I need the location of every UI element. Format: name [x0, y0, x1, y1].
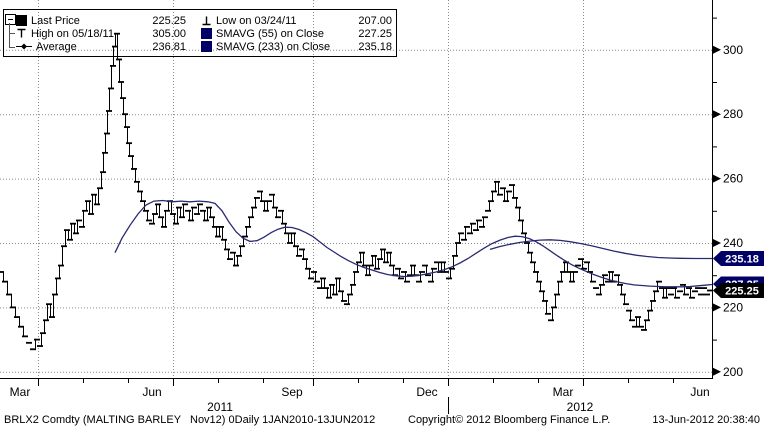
legend-value: 235.18 [358, 40, 392, 53]
smavg55-swatch-icon [201, 28, 212, 39]
y-tick-label: 240 [723, 236, 743, 250]
price-bars [0, 32, 713, 351]
legend-label: SMAVG (233) on Close [216, 40, 331, 53]
gridlines [0, 0, 712, 378]
legend-label: SMAVG (55) on Close [216, 27, 325, 40]
low-marker-icon [201, 15, 212, 26]
legend-row-average: Average 236.81 [16, 40, 186, 53]
y-major-tick-arrow [713, 367, 721, 376]
footer-copyright: Copyright© 2012 Bloomberg Finance L.P. [408, 414, 611, 426]
smavg233-line [489, 239, 712, 260]
axes [0, 0, 713, 379]
smavg233-swatch-icon [201, 41, 212, 52]
high-marker-icon [16, 28, 27, 39]
y-major-tick-arrow [713, 110, 721, 119]
price-tag-shape [713, 282, 764, 298]
y-tick-label: 200 [723, 365, 743, 379]
footer-timestamp: 13-Jun-2012 20:38:40 [652, 414, 760, 426]
last-price-swatch-icon [16, 15, 27, 26]
legend-label: Last Price [31, 14, 80, 27]
x-month-label: Dec [416, 385, 437, 399]
price-tag-235.18: 235.18 [713, 251, 764, 267]
legend-label: Average [36, 40, 77, 53]
x-axis-ticks: Mar Jun Sep Dec Mar Jun 2011 2012 [10, 379, 710, 414]
legend-tree-line [9, 23, 10, 48]
price-tags: 235.18227.25225.25 [713, 251, 764, 298]
price-tag-value: 225.25 [725, 285, 759, 297]
legend-row-smavg233: SMAVG (233) on Close 235.18 [201, 40, 392, 53]
legend-label: Low on 03/24/11 [216, 14, 297, 27]
price-tag-shape [713, 251, 764, 267]
legend-row-low: Low on 03/24/11 207.00 [201, 14, 392, 27]
x-month-label: Jun [142, 385, 161, 399]
y-tick-label: 300 [723, 43, 743, 57]
y-major-tick-arrow [713, 239, 721, 247]
footer-instrument: BRLX2 Comdty (MALTING BARLEY [4, 414, 182, 426]
price-tag-225.25: 225.25 [713, 282, 764, 298]
legend-value: 305.00 [152, 27, 186, 40]
x-year-label: 2011 [207, 400, 233, 414]
legend-row-smavg55: SMAVG (55) on Close 227.25 [201, 27, 392, 40]
legend-row-high: High on 05/18/11 305.00 [16, 27, 186, 40]
x-year-label: 2012 [567, 400, 594, 414]
footer-chart-details: Nov12) 0Daily 1JAN2010-13JUN2012 [190, 414, 376, 426]
x-month-label: Sep [281, 385, 303, 399]
legend-value: 236.81 [152, 40, 186, 53]
y-tick-label: 280 [723, 107, 743, 121]
legend-tree-stub [9, 47, 15, 48]
y-tick-label: 220 [723, 300, 743, 314]
y-major-tick-arrow [713, 45, 721, 54]
y-tick-label: 260 [723, 172, 743, 186]
average-marker-icon [16, 41, 32, 52]
price-tag-value: 235.18 [725, 254, 759, 266]
legend-label: High on 05/18/11 [31, 27, 114, 40]
x-month-label: Jun [690, 385, 709, 399]
legend-value: 225.25 [152, 14, 186, 27]
x-month-label: Mar [553, 385, 574, 399]
legend-value: 207.00 [358, 14, 392, 27]
legend-row-last-price: Last Price 225.25 [16, 14, 186, 27]
legend-value: 227.25 [358, 27, 392, 40]
x-month-label: Mar [10, 385, 31, 399]
y-axis-ticks: 300 280 260 240 220 200 [712, 17, 743, 379]
legend-box: Last Price 225.25 High on 05/18/11 305.0… [3, 9, 397, 57]
smavg55-line [114, 199, 713, 288]
y-major-tick-arrow [713, 174, 721, 183]
y-major-tick-arrow [713, 303, 721, 312]
legend-collapse-button[interactable] [5, 14, 16, 25]
legend-tree-stub [9, 33, 15, 34]
